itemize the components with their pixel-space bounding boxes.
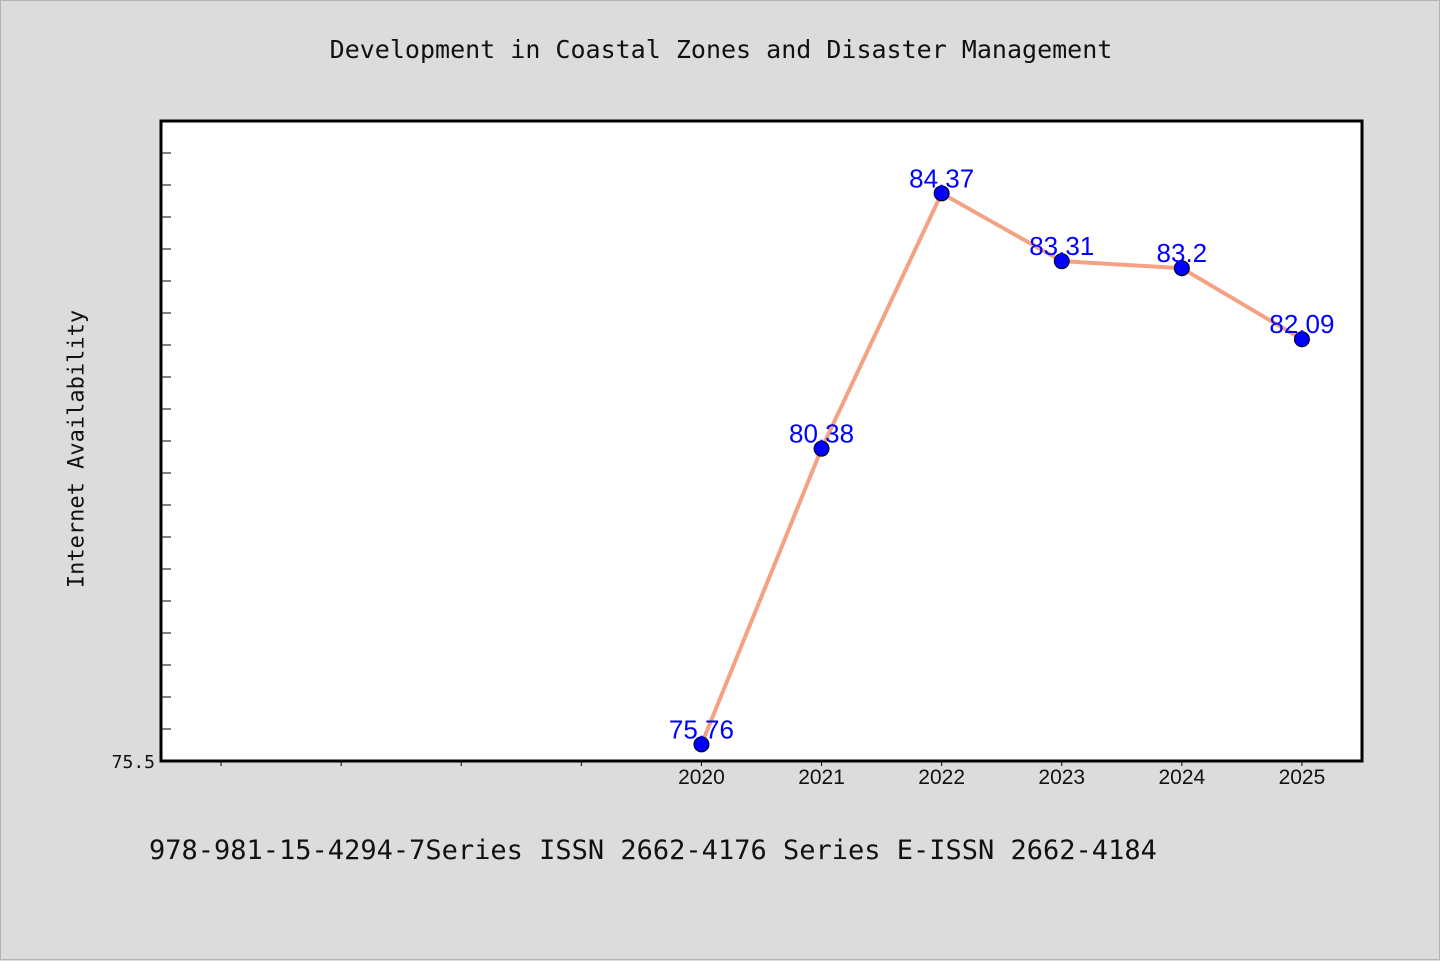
footer-isbn-issn: 978-981-15-4294-7Series ISSN 2662-4176 S… bbox=[149, 835, 1157, 866]
data-point bbox=[1173, 260, 1190, 277]
data-label: 80.38 bbox=[789, 419, 854, 449]
plot-area bbox=[161, 121, 1362, 761]
y-tick-label: 75.5 bbox=[112, 752, 155, 773]
plot-frame bbox=[159, 119, 1364, 763]
x-tick-label: 2022 bbox=[918, 766, 965, 789]
x-tick-label: 2025 bbox=[1279, 766, 1326, 789]
data-label: 75.76 bbox=[669, 714, 734, 744]
data-point bbox=[1293, 331, 1310, 348]
x-tick-label: 2020 bbox=[678, 766, 725, 789]
data-label: 84.37 bbox=[909, 163, 974, 193]
x-tick-label: 2024 bbox=[1158, 766, 1205, 789]
x-tick-label: 2021 bbox=[798, 766, 845, 789]
data-label: 83.31 bbox=[1029, 231, 1094, 261]
chart-title: Development in Coastal Zones and Disaste… bbox=[329, 35, 1113, 64]
data-point bbox=[1053, 253, 1070, 270]
data-point bbox=[693, 736, 710, 753]
data-point bbox=[933, 185, 950, 202]
x-tick-label: 2023 bbox=[1038, 766, 1085, 789]
data-label: 83.2 bbox=[1157, 238, 1208, 268]
series-line bbox=[699, 191, 1303, 746]
data-label: 82.09 bbox=[1269, 309, 1334, 339]
data-point bbox=[813, 440, 830, 457]
